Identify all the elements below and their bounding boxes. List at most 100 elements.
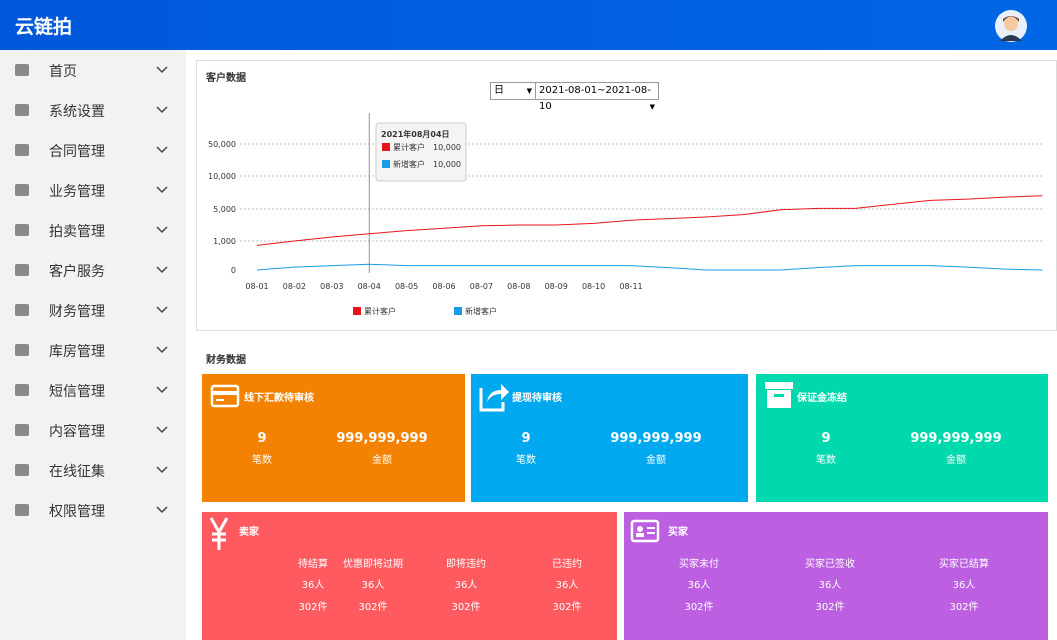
menu-item[interactable]: 在线征集 bbox=[0, 450, 186, 490]
x-tick-label: 08-03 bbox=[320, 282, 343, 291]
menu-item[interactable]: 短信管理 bbox=[0, 370, 186, 410]
column-name: 即将违约 bbox=[446, 559, 486, 570]
tooltip-value: 10,000 bbox=[433, 143, 461, 152]
card-icon bbox=[765, 382, 793, 408]
range-select[interactable]: 2021-08-01~2021-08-10 ▼ bbox=[535, 82, 659, 112]
chevron bbox=[156, 386, 168, 394]
chevron bbox=[156, 146, 168, 154]
menu-item[interactable]: 系统设置 bbox=[0, 90, 186, 130]
y-tick-label: 0 bbox=[231, 266, 236, 275]
tooltip-swatch bbox=[382, 143, 390, 151]
x-tick-label: 08-05 bbox=[395, 282, 418, 291]
menu-icon bbox=[15, 264, 168, 276]
chevron bbox=[156, 186, 168, 194]
column-name: 买家已结算 bbox=[939, 559, 989, 570]
menu-item[interactable]: 内容管理 bbox=[0, 410, 186, 450]
menu-icon bbox=[15, 104, 168, 116]
select-text: 2021-08-01~2021-08-10 bbox=[539, 85, 651, 112]
item-count: 302件 bbox=[949, 602, 979, 613]
chevron bbox=[156, 506, 168, 514]
icon bbox=[15, 184, 29, 196]
menu-item[interactable]: 库房管理 bbox=[0, 330, 186, 370]
menu-icon bbox=[15, 64, 168, 76]
menu-item[interactable]: 权限管理 bbox=[0, 490, 186, 530]
avatar[interactable] bbox=[994, 9, 1028, 43]
tooltip bbox=[375, 122, 467, 182]
stat-card[interactable]: 卖家 待结算 36人 302件 优惠即将过期 36人 302件 即将违约 36人 302件 已违约 3… bbox=[202, 512, 617, 640]
section-title: 财务数据 bbox=[206, 355, 246, 366]
x-tick-label: 08-08 bbox=[507, 282, 530, 291]
people-count: 36人 bbox=[687, 580, 711, 591]
menu-label: 短信管理 bbox=[49, 384, 105, 400]
line-chart: 0 1,000 5,000 10,000 50,000 08-01 08-02 08-03 08… bbox=[208, 113, 1043, 316]
chevron bbox=[156, 346, 168, 354]
column-name: 待结算 bbox=[298, 559, 328, 570]
stat-card[interactable]: 买家 买家未付 36人 302件 买家已签收 36人 302件 买家已结算 36人 302件 bbox=[624, 512, 1048, 640]
chevron bbox=[156, 306, 168, 314]
x-tick-label: 08-07 bbox=[470, 282, 493, 291]
menu-label: 权限管理 bbox=[49, 504, 105, 520]
menu-label: 客户服务 bbox=[49, 264, 105, 280]
stat-card[interactable]: 线下汇款待审核 9 笔数 999,999,999 金额 bbox=[202, 374, 465, 502]
menu-icon bbox=[15, 144, 168, 156]
menu-icon bbox=[15, 504, 168, 516]
chevron bbox=[156, 66, 168, 74]
menu-label: 业务管理 bbox=[49, 184, 105, 200]
menu-item[interactable]: 业务管理 bbox=[0, 170, 186, 210]
sidebar: 首页系统设置 合同管理业务管理拍卖管理客户服务财务管理库房管理短信管理内容管理在线… bbox=[0, 50, 186, 640]
item-count: 302件 bbox=[684, 602, 714, 613]
tooltip-value: 10,000 bbox=[433, 160, 461, 169]
card-title: 保证金冻结 bbox=[797, 393, 847, 404]
count-label: 笔数 bbox=[516, 455, 536, 466]
card-icon bbox=[630, 519, 660, 543]
amount: 999,999,999 bbox=[910, 431, 1002, 446]
y-tick-label: 1,000 bbox=[213, 237, 236, 246]
x-tick-label: 08-11 bbox=[619, 282, 642, 291]
x-tick-label: 08-02 bbox=[283, 282, 306, 291]
icon bbox=[15, 104, 29, 116]
stat-card[interactable]: 保证金冻结 9 笔数 999,999,999 金额 bbox=[756, 374, 1048, 502]
icon bbox=[15, 504, 29, 516]
menu-item[interactable]: 首页 bbox=[0, 50, 186, 90]
menu-item[interactable]: 合同管理 bbox=[0, 130, 186, 170]
item-count: 302件 bbox=[298, 602, 328, 613]
card-title: 提现待审核 bbox=[512, 393, 562, 404]
y-tick-label: 50,000 bbox=[208, 140, 236, 149]
select-text: 日 bbox=[494, 85, 504, 96]
tooltip-title: 2021年08月04日 bbox=[381, 129, 450, 139]
y-tick-label: 10,000 bbox=[208, 172, 236, 181]
menu-label: 在线征集 bbox=[49, 464, 105, 480]
legend-swatch bbox=[353, 307, 361, 315]
menu-label: 拍卖管理 bbox=[49, 224, 105, 240]
chevron bbox=[156, 466, 168, 474]
menu-icon bbox=[15, 184, 168, 196]
card-title: 线下汇款待审核 bbox=[244, 393, 314, 404]
count-label: 笔数 bbox=[252, 455, 272, 466]
people-count: 36人 bbox=[301, 580, 325, 591]
app-title: 云链拍 bbox=[15, 16, 73, 38]
count: 9 bbox=[257, 431, 267, 446]
stat-card[interactable]: 提现待审核 9 笔数 999,999,999 金额 bbox=[471, 374, 748, 502]
amount-label: 金额 bbox=[646, 455, 666, 466]
menu-item[interactable]: 拍卖管理 bbox=[0, 210, 186, 250]
menu-label: 首页 bbox=[49, 64, 77, 80]
header: 云链拍 bbox=[0, 0, 1057, 50]
menu-icon bbox=[15, 464, 168, 476]
people-count: 36人 bbox=[952, 580, 976, 591]
column-name: 买家未付 bbox=[679, 559, 719, 570]
card-title: 买家 bbox=[668, 527, 688, 538]
icon bbox=[15, 304, 29, 316]
card-icon bbox=[479, 384, 509, 412]
count: 9 bbox=[521, 431, 531, 446]
people-count: 36人 bbox=[555, 580, 579, 591]
series-line bbox=[256, 195, 1043, 246]
menu-item[interactable]: 客户服务 bbox=[0, 250, 186, 290]
menu-label: 内容管理 bbox=[49, 424, 105, 440]
menu-item[interactable]: 财务管理 bbox=[0, 290, 186, 330]
card-icon bbox=[209, 517, 229, 550]
menu-icon bbox=[15, 344, 168, 356]
people-count: 36人 bbox=[818, 580, 842, 591]
menu-label: 库房管理 bbox=[49, 344, 105, 360]
x-tick-label: 08-09 bbox=[545, 282, 568, 291]
icon bbox=[15, 264, 29, 276]
